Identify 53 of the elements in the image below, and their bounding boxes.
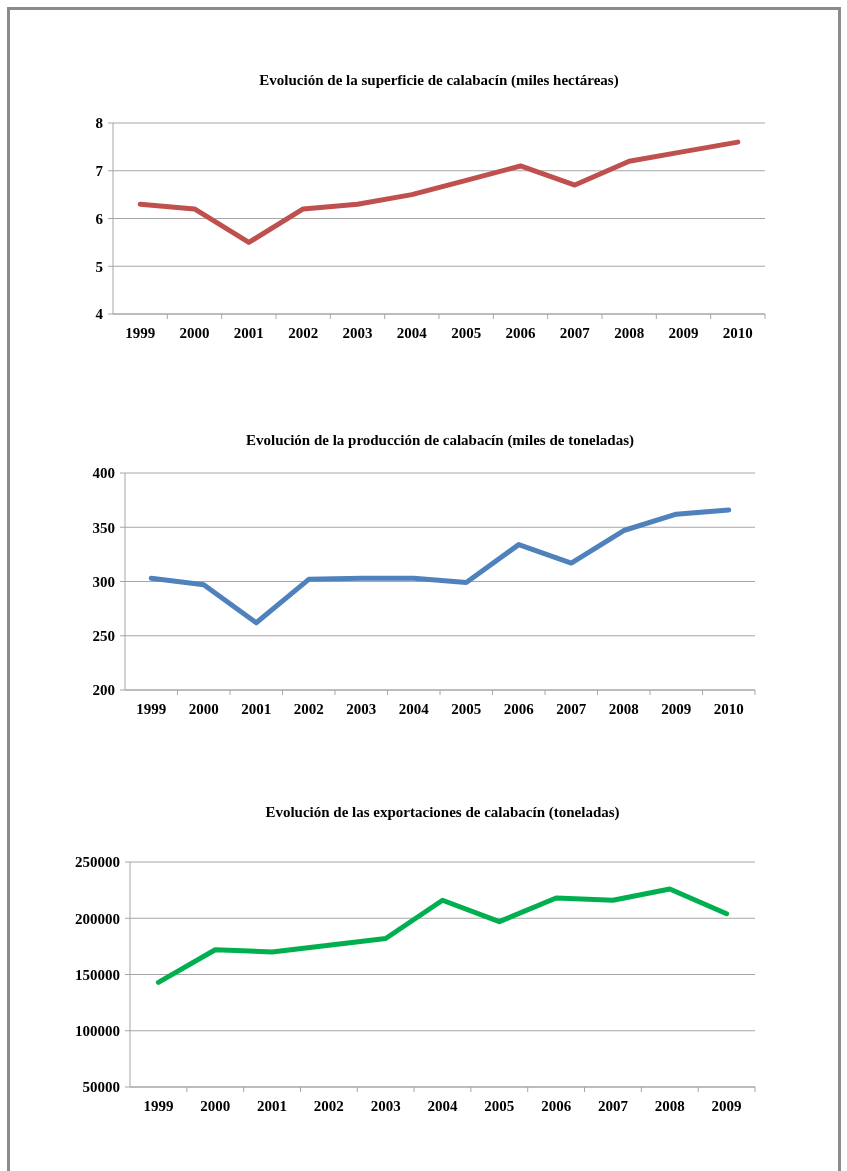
x-tick-label: 2006 — [503, 701, 535, 717]
x-tick-label: 2006 — [541, 1098, 572, 1114]
x-tick-label: 2004 — [398, 701, 430, 717]
y-tick-label: 200000 — [75, 910, 120, 927]
y-tick-label: 250 — [92, 628, 115, 644]
x-tick-label: 2007 — [556, 701, 587, 717]
x-tick-label: 2001 — [241, 701, 272, 717]
x-tick-label: 1999 — [136, 701, 167, 717]
chart-title: Evolución de la superficie de calabacín (miles hectáreas) — [259, 72, 619, 89]
x-tick-label: 2008 — [654, 1098, 685, 1114]
x-tick-label: 1999 — [143, 1098, 174, 1114]
x-tick-label: 2002 — [293, 701, 324, 717]
x-tick-label: 2004 — [396, 325, 428, 341]
x-tick-label: 2001 — [233, 325, 264, 341]
x-tick-label: 2005 — [451, 325, 482, 341]
x-tick-label: 2007 — [597, 1098, 629, 1114]
chart-title: Evolución de las exportaciones de calabacín (toneladas) — [265, 804, 620, 821]
y-tick-label: 400 — [92, 465, 115, 482]
x-tick-label: 2006 — [505, 325, 536, 341]
x-tick-label: 2010 — [713, 701, 744, 717]
x-tick-label: 2001 — [257, 1098, 288, 1114]
y-tick-label: 4 — [95, 306, 104, 323]
x-tick-label: 2009 — [668, 325, 699, 341]
y-tick-label: 5 — [95, 258, 103, 275]
y-tick-label: 50000 — [82, 1079, 120, 1096]
y-tick-label: 250000 — [75, 854, 120, 871]
y-tick-label: 200 — [92, 682, 115, 699]
x-tick-label: 2002 — [288, 325, 319, 341]
y-tick-label: 7 — [95, 163, 104, 179]
x-tick-label: 2007 — [559, 325, 591, 341]
x-tick-label: 2010 — [722, 325, 753, 341]
x-tick-label: 2000 — [188, 701, 219, 717]
y-tick-label: 6 — [95, 210, 104, 227]
x-tick-label: 2003 — [342, 325, 373, 341]
x-tick-label: 1999 — [125, 325, 156, 341]
y-tick-label: 8 — [95, 115, 103, 132]
x-tick-label: 2002 — [313, 1098, 344, 1114]
x-tick-label: 2005 — [484, 1098, 515, 1114]
x-tick-label: 2000 — [200, 1098, 231, 1114]
x-tick-label: 2003 — [346, 701, 377, 717]
x-tick-label: 2008 — [608, 701, 639, 717]
y-tick-label: 300 — [92, 573, 115, 590]
x-tick-label: 2003 — [370, 1098, 401, 1114]
x-tick-label: 2000 — [179, 325, 210, 341]
x-tick-label: 2009 — [661, 701, 692, 717]
y-tick-label: 350 — [92, 519, 115, 536]
x-tick-label: 2009 — [711, 1098, 742, 1114]
x-tick-label: 2004 — [427, 1098, 458, 1114]
chart-title: Evolución de la producción de calabacín (miles de toneladas) — [245, 432, 635, 449]
x-tick-label: 2005 — [451, 701, 482, 717]
x-tick-label: 2008 — [614, 325, 645, 341]
y-tick-label: 100000 — [75, 1023, 120, 1039]
y-tick-label: 150000 — [75, 966, 120, 983]
